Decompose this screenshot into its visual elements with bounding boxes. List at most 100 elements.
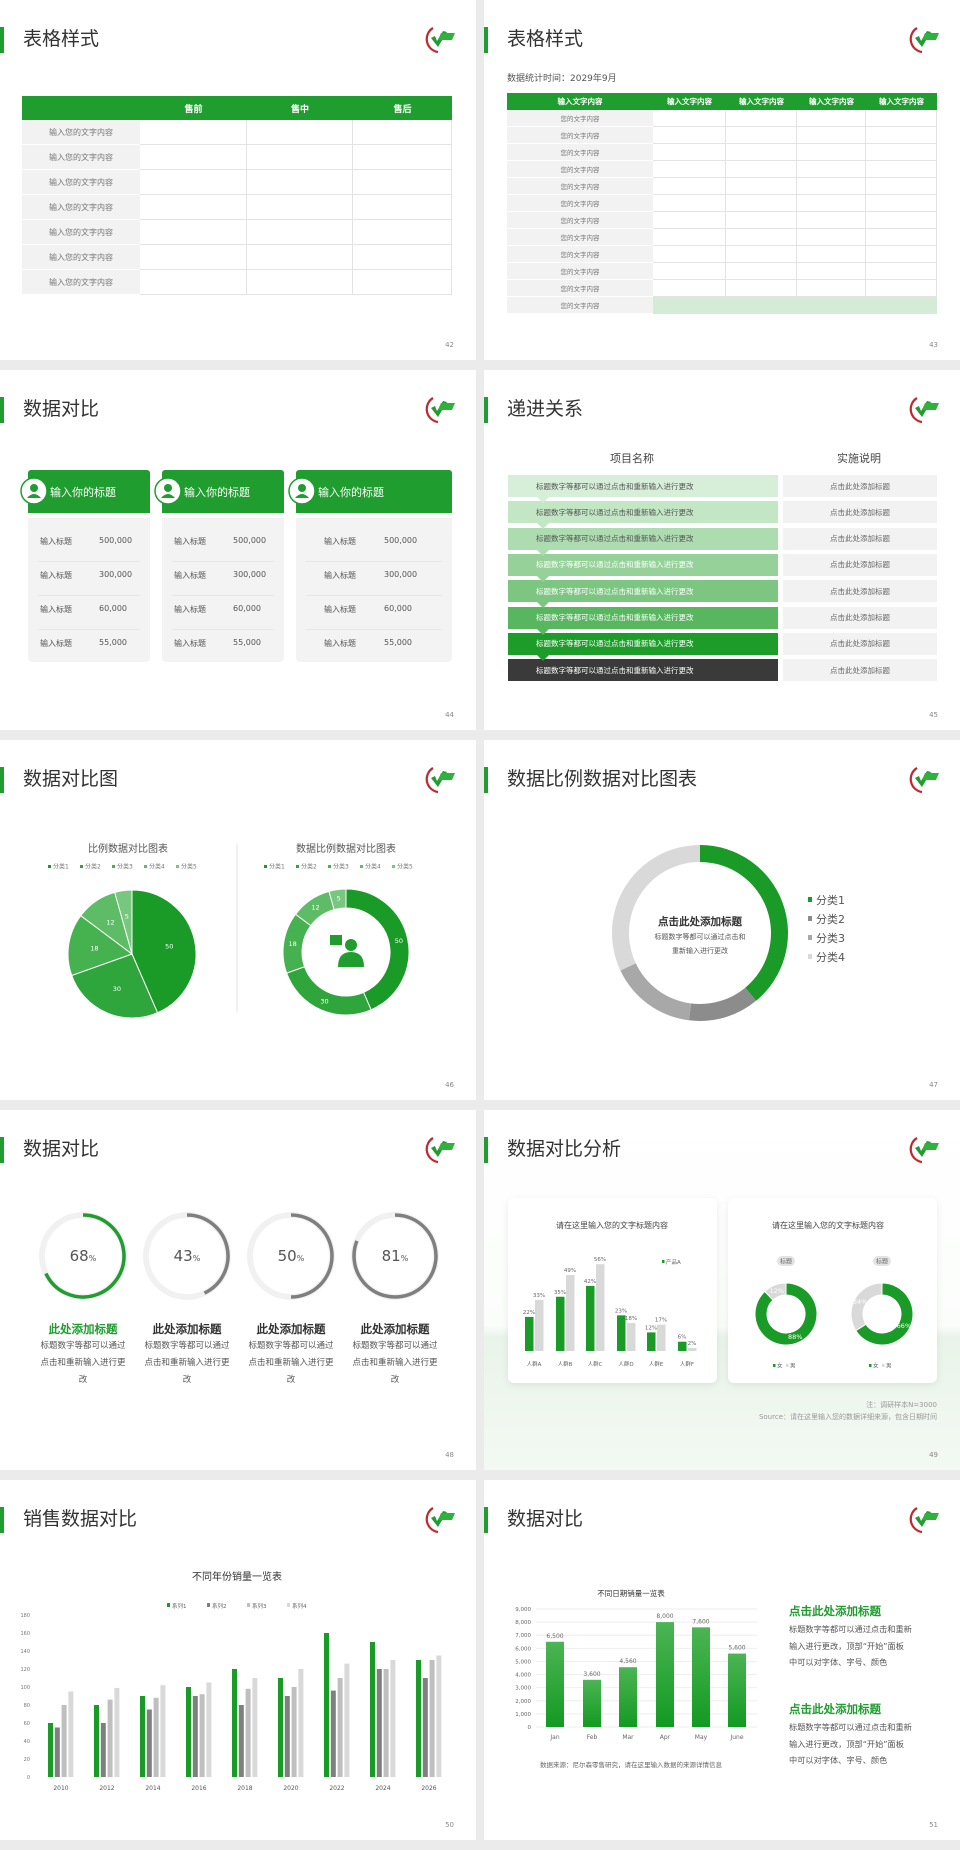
table-cell[interactable] [797, 110, 866, 127]
table-cell[interactable] [726, 246, 797, 263]
table-cell[interactable] [353, 120, 452, 145]
table-cell[interactable] [140, 145, 247, 170]
table-cell[interactable] [866, 229, 937, 246]
bar [429, 1660, 435, 1777]
x-tick-label: 2026 [421, 1785, 436, 1792]
title-accent-bar [484, 27, 488, 53]
slide-45[interactable]: 递进关系 项目名称 实施说明 标题数字等都可以通过点击和重新输入进行更改 点击此处… [484, 370, 960, 730]
table-cell[interactable] [866, 212, 937, 229]
table-cell[interactable] [353, 220, 452, 245]
table-cell[interactable] [726, 212, 797, 229]
table-cell[interactable] [726, 280, 797, 297]
table-cell[interactable] [797, 161, 866, 178]
table-cell[interactable] [797, 195, 866, 212]
donut-label: 标题 [780, 1258, 792, 1266]
row-label: 输入标题 [40, 537, 72, 546]
table-cell[interactable] [866, 246, 937, 263]
table-cell[interactable] [247, 270, 353, 295]
brand-logo-icon [909, 1137, 939, 1164]
step-note[interactable]: 点击此处添加标题 [783, 659, 937, 682]
table-cell[interactable] [797, 212, 866, 229]
step-arrow [537, 628, 549, 635]
slide-47[interactable]: 数据比例数据对比图表 分类1 分类2 分类3 分类4 点击此处添加标题 标题数字等都可… [484, 740, 960, 1100]
table-cell[interactable] [653, 263, 726, 280]
table-cell[interactable] [653, 110, 726, 127]
table-cell[interactable] [140, 220, 247, 245]
table-cell[interactable] [866, 263, 937, 280]
table-cell[interactable] [247, 120, 353, 145]
table-cell[interactable] [653, 246, 726, 263]
table-cell[interactable] [726, 161, 797, 178]
table-cell[interactable] [726, 195, 797, 212]
table-cell[interactable] [353, 195, 452, 220]
table-cell[interactable] [797, 229, 866, 246]
table-cell[interactable] [653, 144, 726, 161]
table-cell[interactable] [653, 229, 726, 246]
table-cell[interactable] [247, 220, 353, 245]
table-cell[interactable] [140, 120, 247, 145]
table-cell[interactable] [726, 127, 797, 144]
table-cell[interactable] [140, 270, 247, 295]
table-cell[interactable] [866, 161, 937, 178]
table-cell[interactable] [797, 263, 866, 280]
phone-user-icon [20, 477, 48, 505]
table-cell[interactable] [726, 229, 797, 246]
table-cell[interactable] [797, 246, 866, 263]
step-note[interactable]: 点击此处添加标题 [783, 553, 937, 576]
step-note[interactable]: 点击此处添加标题 [783, 527, 937, 550]
legend-swatch [882, 1364, 885, 1367]
step-note[interactable]: 点击此处添加标题 [783, 580, 937, 603]
table-cell[interactable] [353, 245, 452, 270]
table-cell[interactable] [247, 245, 353, 270]
slide-46[interactable]: 数据对比图 比例数据对比图表 分类1 分类2 分类3 分类4 分类5 50 30 18 12 5 数据… [0, 740, 476, 1100]
table-cell[interactable] [866, 144, 937, 161]
table-cell[interactable] [653, 212, 726, 229]
table-cell[interactable] [726, 110, 797, 127]
step-note[interactable]: 点击此处添加标题 [783, 475, 937, 497]
table-cell[interactable] [866, 127, 937, 144]
table-cell[interactable] [353, 145, 452, 170]
table-cell[interactable] [866, 280, 937, 297]
table-cell[interactable] [247, 170, 353, 195]
row-value: 300,000 [99, 570, 133, 579]
table-cell[interactable] [653, 280, 726, 297]
slide-43[interactable]: 表格样式 数据统计时间：2029年9月 输入文字内容 输入文字内容 输入文字内容 输入… [484, 0, 960, 360]
table-cell[interactable] [866, 195, 937, 212]
table-cell[interactable] [653, 161, 726, 178]
table-cell[interactable] [726, 263, 797, 280]
table-cell[interactable] [797, 178, 866, 195]
step-note[interactable]: 点击此处添加标题 [783, 501, 937, 524]
table-cell[interactable] [140, 245, 247, 270]
table-cell[interactable] [726, 144, 797, 161]
slide-51[interactable]: 数据对比 不同日期销量一览表 0 1,000 2,000 3,000 4,000 5,000… [484, 1480, 960, 1840]
slide-42[interactable]: 表格样式 售前 售中 售后 输入您的文字内容 输入您的文字内容 输入您的文字内容 输入您的文… [0, 0, 476, 360]
bar-value-label: 23% [615, 1308, 627, 1314]
table-cell[interactable] [797, 280, 866, 297]
table-cell[interactable] [653, 127, 726, 144]
table-cell[interactable] [247, 195, 353, 220]
table-cell[interactable] [140, 195, 247, 220]
bar [656, 1622, 674, 1727]
table-cell[interactable] [353, 270, 452, 295]
slide-49[interactable]: 数据对比分析 请在这里输入您的文字标题内容 请在这里输入您的文字标题内容 产品A 22… [484, 1110, 960, 1470]
slide-48[interactable]: 数据对比 68% 43% 50% 81% 此处添加标题 标题数字等都可以通过点击和重新输… [0, 1110, 476, 1470]
table-cell[interactable] [726, 178, 797, 195]
table-cell[interactable] [353, 170, 452, 195]
table-cell[interactable] [797, 127, 866, 144]
highlight-row-cell[interactable] [653, 297, 937, 314]
table-cell[interactable] [797, 144, 866, 161]
table-cell[interactable] [866, 110, 937, 127]
table-cell[interactable] [866, 178, 937, 195]
pie-slice [764, 1282, 787, 1301]
step-note[interactable]: 点击此处添加标题 [783, 632, 937, 655]
table-cell[interactable] [653, 195, 726, 212]
title-accent-bar [484, 1507, 488, 1533]
table-cell[interactable] [247, 145, 353, 170]
table-cell[interactable] [653, 178, 726, 195]
slide-44[interactable]: 数据对比 输入你的标题 输入标题 500,000 输入标题 300,000 输入标题 60,… [0, 370, 476, 730]
step-note[interactable]: 点击此处添加标题 [783, 606, 937, 629]
bar [54, 1727, 60, 1777]
legend-swatch [48, 865, 51, 868]
slide-50[interactable]: 销售数据对比 不同年份销量一览表 系列1 系列2 系列3 系列4 0 20 40 60 80 100… [0, 1480, 476, 1840]
table-cell[interactable] [140, 170, 247, 195]
